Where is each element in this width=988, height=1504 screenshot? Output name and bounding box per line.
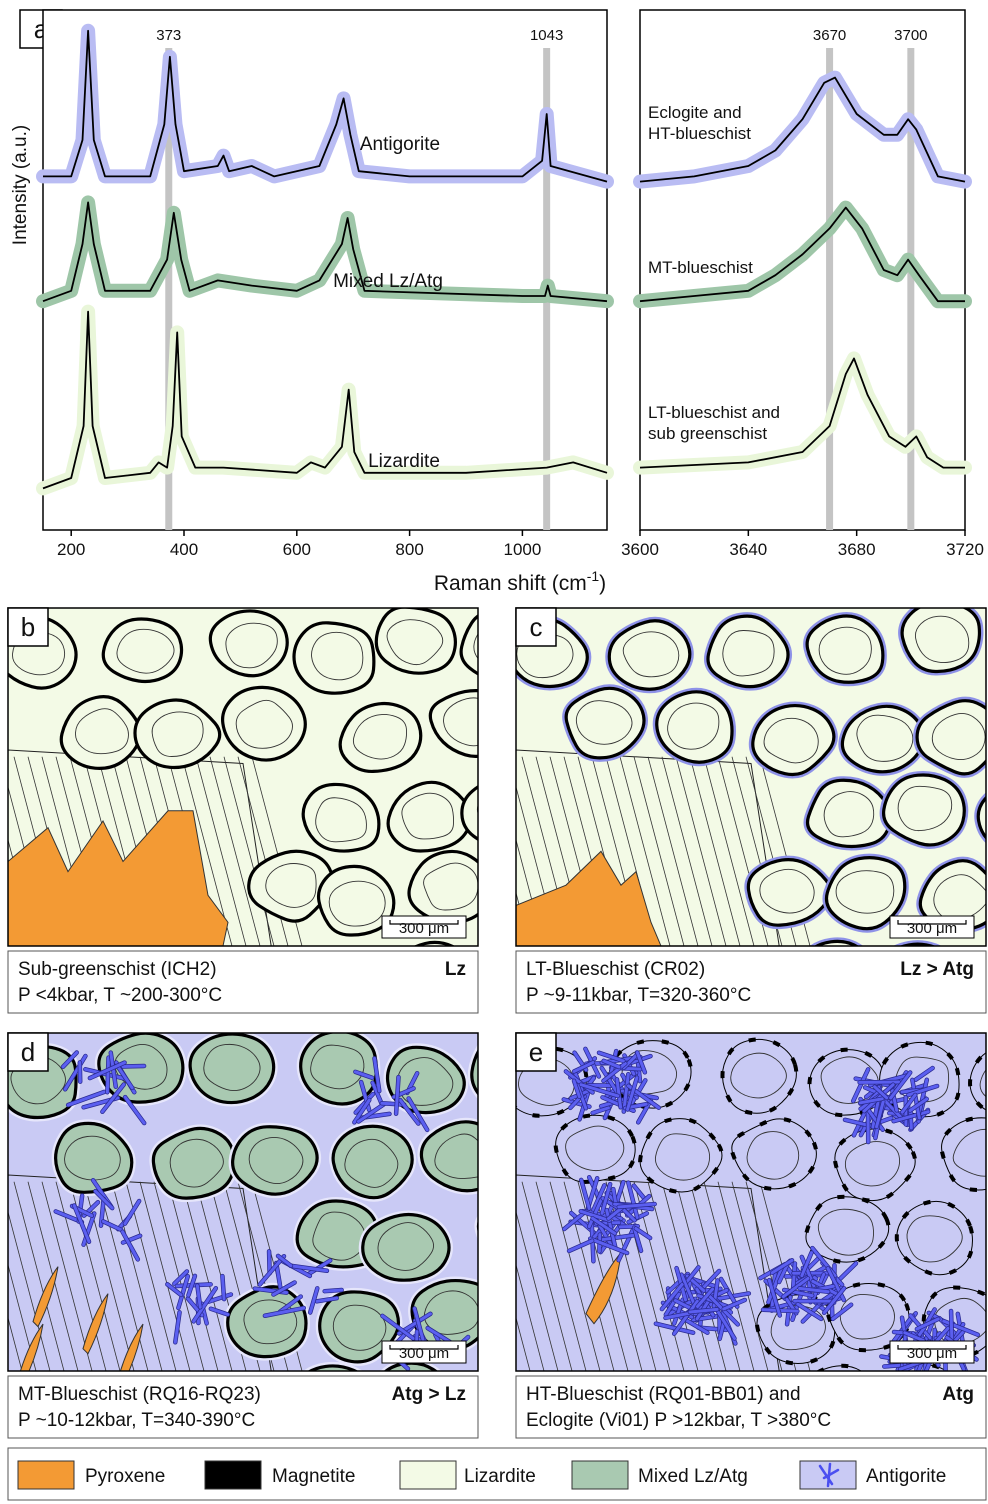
x-label-end: ) [599, 572, 606, 595]
legend-swatch [572, 1461, 628, 1489]
x-axis-label: Raman shift (cm-1) [434, 568, 606, 595]
spectrum-label: LT-blueschist and [648, 403, 780, 422]
legend-label: Lizardite [464, 1466, 536, 1487]
legend-swatch [18, 1461, 74, 1489]
caption-line: MT-Blueschist (RQ16-RQ23) [18, 1384, 261, 1405]
scale-label: 300 μm [907, 920, 957, 937]
spectrum-label: MT-blueschist [648, 258, 753, 277]
panel-letter: d [21, 1037, 35, 1067]
spectrum-label: Eclogite and [648, 103, 742, 122]
caption-line: P ~9-11kbar, T=320-360°C [526, 985, 751, 1006]
x-tick-label: 200 [57, 540, 85, 559]
x-tick-label: 400 [170, 540, 198, 559]
x-tick-label: 1000 [503, 540, 541, 559]
caption: LT-Blueschist (CR02) P ~9-11kbar, T=320-3… [516, 951, 986, 1013]
spectrum-label: Mixed Lz/Atg [333, 271, 443, 292]
reference-label: 3700 [894, 27, 927, 44]
panel-letter: b [21, 612, 35, 642]
x-tick-label: 800 [395, 540, 423, 559]
x-tick-label: 3640 [729, 540, 767, 559]
spectrum-label: Antigorite [360, 134, 440, 155]
legend-label: Magnetite [272, 1466, 355, 1487]
x-label-text: Raman shift (cm [434, 572, 587, 595]
figure: a Intensity (a.u.) Raman shift (cm-1) 37… [0, 0, 988, 1504]
phase-label: Lz [445, 959, 466, 980]
panel-letter: e [529, 1037, 543, 1067]
scale-label: 300 μm [907, 1345, 957, 1362]
caption: Sub-greenschist (ICH2) P <4kbar, T ~200-3… [8, 951, 478, 1013]
needle [107, 1058, 108, 1093]
legend-swatch [205, 1461, 261, 1489]
striation [0, 757, 8, 946]
spectrum-label: Lizardite [368, 451, 440, 472]
legend-label: Mixed Lz/Atg [638, 1466, 748, 1487]
caption-line: P ~10-12kbar, T=340-390°C [18, 1410, 255, 1431]
scale-label: 300 μm [399, 1345, 449, 1362]
caption: MT-Blueschist (RQ16-RQ23) P ~10-12kbar, T… [8, 1376, 478, 1438]
caption-line: P <4kbar, T ~200-300°C [18, 985, 222, 1006]
caption: HT-Blueschist (RQ01-BB01) and Eclogite (V… [516, 1376, 986, 1438]
legend-label: Antigorite [866, 1466, 946, 1487]
needle [951, 1311, 952, 1340]
needle [325, 1290, 342, 1291]
reference-label: 1043 [530, 27, 563, 44]
grain [103, 619, 181, 681]
legend-label: Pyroxene [85, 1466, 165, 1487]
legend-swatch [400, 1461, 456, 1489]
needle [910, 1111, 911, 1128]
caption-line: Sub-greenschist (ICH2) [18, 959, 217, 980]
x-tick-label: 3720 [946, 540, 984, 559]
striation [0, 1182, 8, 1371]
y-axis-label: Intensity (a.u.) [10, 125, 31, 245]
x-tick-label: 3680 [838, 540, 876, 559]
spectrum-label: sub greenschist [648, 424, 767, 443]
x-tick-label: 3600 [621, 540, 659, 559]
grain [409, 851, 494, 922]
x-tick-label: 600 [283, 540, 311, 559]
phase-label: Atg > Lz [392, 1384, 466, 1405]
reference-label: 3670 [813, 27, 846, 44]
needle [222, 1276, 224, 1299]
phase-label: Lz > Atg [900, 959, 974, 980]
caption-line: HT-Blueschist (RQ01-BB01) and [526, 1384, 801, 1405]
caption-line: Eclogite (Vi01) P >12kbar, T >380°C [526, 1410, 831, 1431]
x-label-sup: -1 [587, 568, 600, 584]
panel-letter: c [530, 612, 543, 642]
grain [421, 1122, 506, 1191]
caption-line: LT-Blueschist (CR02) [526, 959, 705, 980]
reference-label: 373 [156, 27, 181, 44]
phase-label: Atg [942, 1384, 974, 1405]
scale-label: 300 μm [399, 920, 449, 937]
grain [294, 623, 374, 693]
spectrum-label: HT-blueschist [648, 124, 751, 143]
grain [223, 687, 306, 760]
